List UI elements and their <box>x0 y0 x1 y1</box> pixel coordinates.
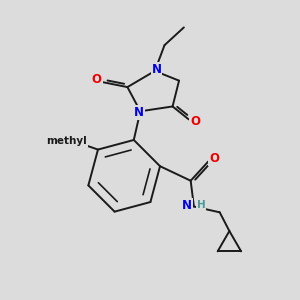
Text: H: H <box>196 200 206 210</box>
Text: N: N <box>182 199 192 212</box>
Text: N: N <box>134 106 144 119</box>
Text: methyl: methyl <box>46 136 87 146</box>
Text: O: O <box>190 116 200 128</box>
Text: O: O <box>209 152 219 165</box>
Text: N: N <box>152 63 161 76</box>
Text: O: O <box>92 73 102 86</box>
